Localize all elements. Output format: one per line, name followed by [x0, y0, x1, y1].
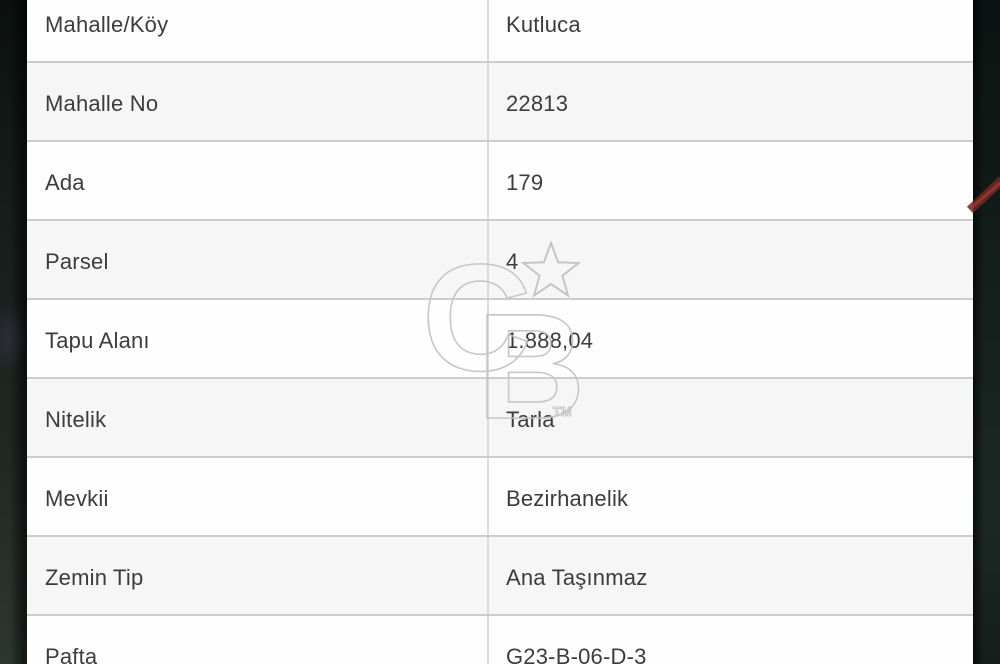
table-row-tapu-alani: Tapu Alanı 1.888,04: [27, 300, 973, 379]
field-value: 1.888,04: [506, 327, 594, 353]
field-label: Ada: [27, 142, 489, 219]
field-label: Mahalle/Köy: [27, 0, 489, 61]
field-label: Mahalle No: [27, 63, 489, 140]
field-label: Nitelik: [27, 379, 489, 456]
field-value: Kutluca: [506, 11, 581, 37]
table-row-mahalle-no: Mahalle No 22813: [27, 63, 973, 142]
table-row-mevkii: Mevkii Bezirhanelik: [27, 458, 973, 537]
table-row-ada: Ada 179: [27, 142, 973, 221]
field-value: 4: [506, 248, 519, 274]
table-row-mahalle-koy: Mahalle/Köy Kutluca: [27, 0, 973, 63]
field-value: G23-B-06-D-3: [506, 643, 647, 664]
field-label: Zemin Tip: [27, 537, 489, 614]
field-value: Tarla: [506, 406, 555, 432]
background-photo-left-strip: [0, 0, 27, 664]
field-label: Pafta: [27, 616, 489, 664]
field-label: Parsel: [27, 221, 489, 298]
field-value: 179: [506, 169, 544, 195]
field-label: Tapu Alanı: [27, 300, 489, 377]
background-photo-right-strip: [973, 0, 1000, 664]
table-row-zemin-tip: Zemin Tip Ana Taşınmaz: [27, 537, 973, 616]
field-label: Mevkii: [27, 458, 489, 535]
table-row-pafta: Pafta G23-B-06-D-3: [27, 616, 973, 664]
parcel-info-table: Mahalle/Köy Kutluca Mahalle No 22813 Ada…: [27, 0, 973, 664]
field-value: 22813: [506, 90, 569, 116]
field-value: Bezirhanelik: [506, 485, 629, 511]
table-row-parsel: Parsel 4: [27, 221, 973, 300]
field-value: Ana Taşınmaz: [506, 564, 648, 590]
table-row-nitelik: Nitelik Tarla: [27, 379, 973, 458]
